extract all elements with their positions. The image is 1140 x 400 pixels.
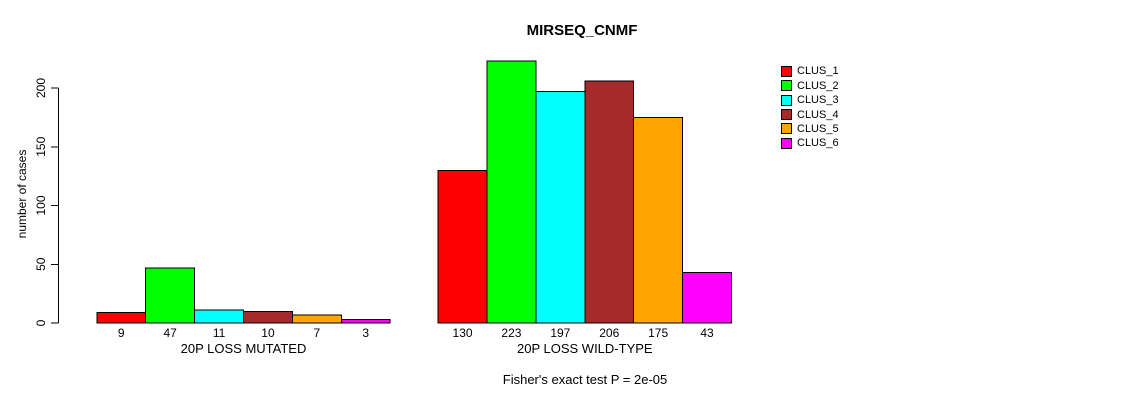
legend-item: CLUS_2 <box>781 78 839 92</box>
bar-value-label: 7 <box>314 326 321 340</box>
legend-item: CLUS_4 <box>781 107 839 121</box>
legend-item: CLUS_3 <box>781 93 839 107</box>
bar-value-label: 11 <box>213 326 226 340</box>
fisher-test-annotation: Fisher's exact test P = 2e-05 <box>502 372 668 387</box>
legend-label: CLUS_6 <box>797 137 839 150</box>
legend-item: CLUS_6 <box>781 136 839 150</box>
bar-clus_3 <box>194 309 245 324</box>
bar-clus_1 <box>96 311 147 324</box>
bar-clus_4 <box>243 310 293 324</box>
y-tick-label: 50 <box>34 257 48 271</box>
group-label: 20P LOSS WILD-TYPE <box>517 341 653 356</box>
bar-clus_6 <box>340 318 391 324</box>
bar-value-label: 9 <box>118 326 125 340</box>
legend-swatch-clus_6 <box>781 137 792 149</box>
bar-clus_2 <box>145 267 196 324</box>
legend-label: CLUS_3 <box>797 94 839 107</box>
bar-value-label: 3 <box>362 326 369 340</box>
bar-clus_3 <box>535 91 586 324</box>
bar-value-label: 47 <box>163 326 177 340</box>
legend-swatch-clus_5 <box>781 123 792 135</box>
legend-swatch-clus_2 <box>781 80 792 92</box>
legend-label: CLUS_4 <box>797 108 839 121</box>
bar-clus_6 <box>682 271 732 324</box>
legend-label: CLUS_2 <box>797 79 839 92</box>
legend: CLUS_1 CLUS_2 CLUS_3 CLUS_4 CLUS_5 CLUS_6 <box>781 64 839 151</box>
y-tick-label: 0 <box>34 319 48 326</box>
y-tick-label: 200 <box>34 78 48 98</box>
bar-clus_2 <box>486 60 537 324</box>
legend-item: CLUS_1 <box>781 64 839 78</box>
bar-value-label: 223 <box>501 326 521 340</box>
bar-clus_4 <box>584 80 635 324</box>
bar-value-label: 206 <box>599 326 619 340</box>
y-tick-label: 100 <box>34 195 48 215</box>
legend-swatch-clus_3 <box>781 94 792 106</box>
legend-swatch-clus_1 <box>781 65 792 77</box>
legend-label: CLUS_1 <box>797 65 839 78</box>
legend-label: CLUS_5 <box>797 122 839 135</box>
bar-value-label: 175 <box>648 326 668 340</box>
bar-value-label: 130 <box>453 326 473 340</box>
legend-item: CLUS_5 <box>781 122 839 136</box>
bar-value-label: 10 <box>261 326 275 340</box>
bar-clus_5 <box>633 116 684 324</box>
bar-clus_5 <box>291 314 342 324</box>
y-tick-label: 150 <box>34 136 48 156</box>
chart-title: MIRSEQ_CNMF <box>526 22 638 39</box>
group-label: 20P LOSS MUTATED <box>181 341 307 356</box>
bar-value-label: 43 <box>700 326 714 340</box>
bar-clus_1 <box>437 169 488 324</box>
legend-swatch-clus_4 <box>781 109 792 121</box>
bar-value-label: 197 <box>550 326 570 340</box>
